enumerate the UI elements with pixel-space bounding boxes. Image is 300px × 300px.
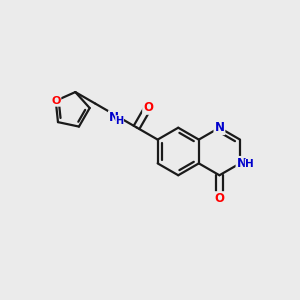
Text: H: H [116, 116, 124, 126]
Text: O: O [214, 192, 224, 205]
Text: N: N [214, 121, 224, 134]
Text: N: N [109, 111, 119, 124]
Text: H: H [245, 159, 254, 169]
Text: O: O [51, 96, 60, 106]
Text: O: O [143, 101, 153, 114]
Text: N: N [236, 157, 247, 170]
